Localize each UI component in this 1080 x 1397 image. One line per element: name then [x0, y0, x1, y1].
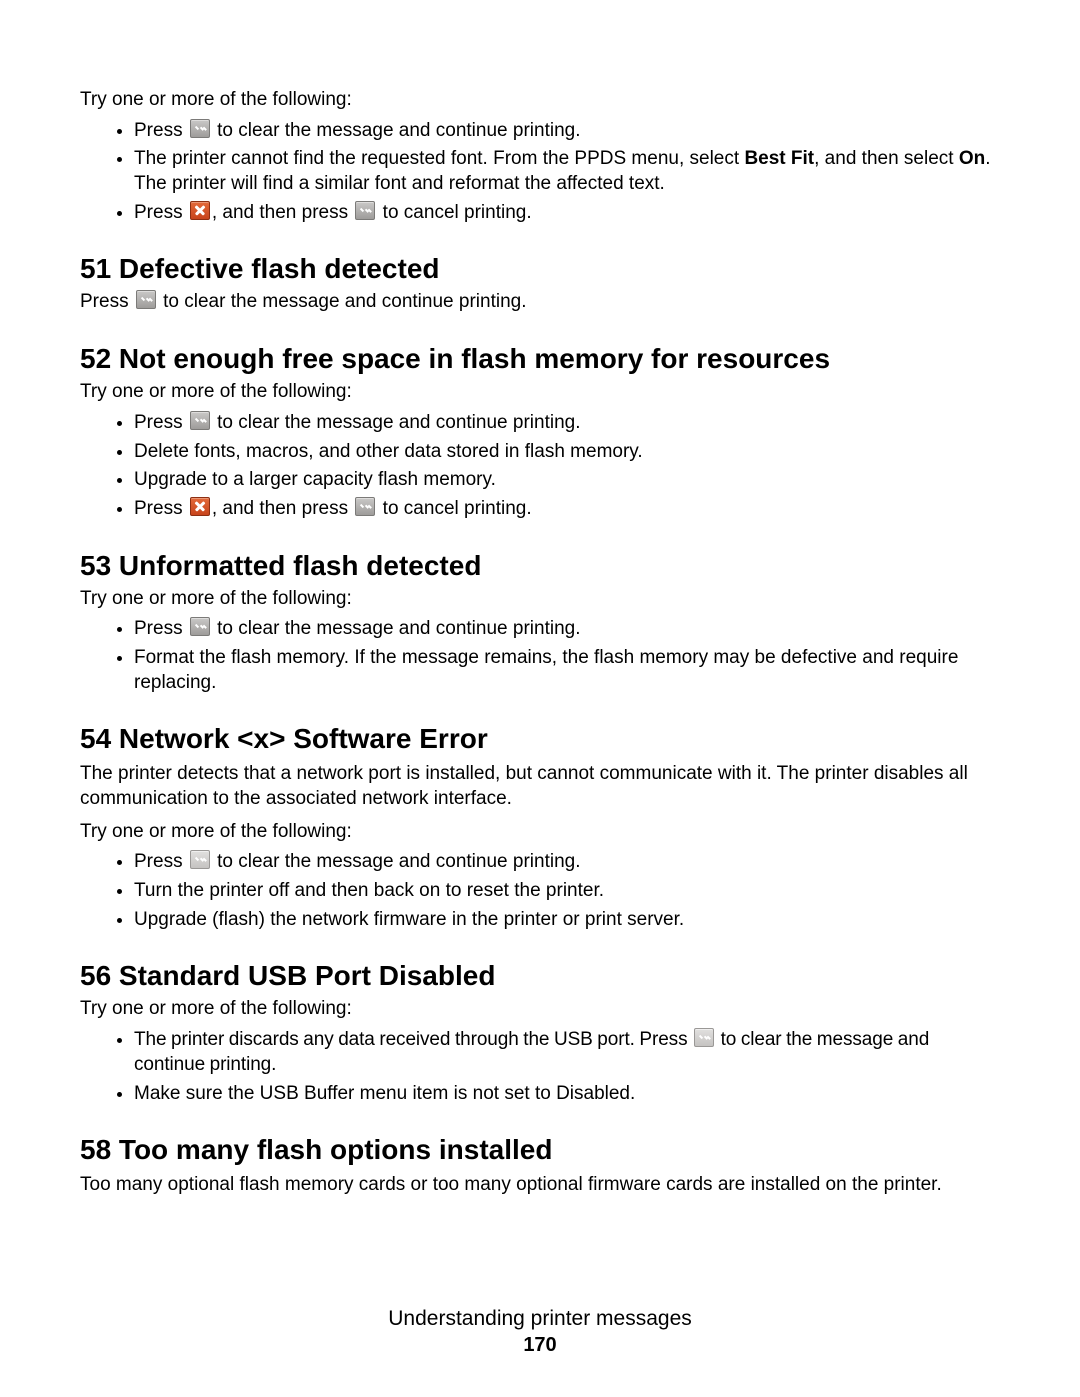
text: The printer cannot find the requested fo…: [134, 148, 744, 169]
list-item: Turn the printer off and then back on to…: [134, 879, 1000, 904]
check-icon: [694, 1028, 714, 1047]
s52-bullets: Press to clear the message and continue …: [80, 411, 1000, 522]
s53-intro: Try one or more of the following:: [80, 587, 1000, 612]
top-bullets: Press to clear the message and continue …: [80, 119, 1000, 226]
list-item: Press , and then press to cancel printin…: [134, 497, 1000, 522]
s56-bullets: The printer discards any data received t…: [80, 1028, 1000, 1106]
page: Try one or more of the following: Press …: [0, 0, 1080, 1397]
heading-58: 58 Too many flash options installed: [80, 1132, 1000, 1167]
text: The printer discards any data received t…: [134, 1029, 692, 1050]
text: Press: [134, 412, 188, 433]
list-item: Upgrade to a larger capacity flash memor…: [134, 468, 1000, 493]
check-icon: [190, 119, 210, 138]
s54-para: The printer detects that a network port …: [80, 762, 1000, 811]
text: , and then press: [212, 498, 354, 519]
text: Press: [134, 120, 188, 141]
footer-page-number: 170: [0, 1334, 1080, 1357]
s58-para: Too many optional flash memory cards or …: [80, 1173, 1000, 1198]
cancel-icon: [190, 497, 210, 516]
text: to clear the message and continue printi…: [212, 851, 581, 872]
text: Press: [134, 202, 188, 223]
s56-intro: Try one or more of the following:: [80, 997, 1000, 1022]
s54-intro: Try one or more of the following:: [80, 820, 1000, 845]
list-item: Make sure the USB Buffer menu item is no…: [134, 1082, 1000, 1107]
list-item: Press to clear the message and continue …: [134, 617, 1000, 642]
heading-56: 56 Standard USB Port Disabled: [80, 958, 1000, 993]
text: , and then press: [212, 202, 354, 223]
check-icon: [190, 411, 210, 430]
text: to cancel printing.: [377, 498, 531, 519]
cancel-icon: [190, 201, 210, 220]
text: to clear the message and continue printi…: [212, 120, 581, 141]
check-icon: [190, 850, 210, 869]
list-item: Press to clear the message and continue …: [134, 411, 1000, 436]
text: Press: [80, 291, 134, 312]
heading-51: 51 Defective flash detected: [80, 251, 1000, 286]
check-icon: [136, 290, 156, 309]
list-item: The printer discards any data received t…: [134, 1028, 1000, 1077]
page-footer: Understanding printer messages 170: [0, 1305, 1080, 1357]
intro-top: Try one or more of the following:: [80, 88, 1000, 113]
heading-54: 54 Network <x> Software Error: [80, 721, 1000, 756]
s54-bullets: Press to clear the message and continue …: [80, 850, 1000, 932]
list-item: Press , and then press to cancel printin…: [134, 201, 1000, 226]
list-item: Delete fonts, macros, and other data sto…: [134, 440, 1000, 465]
check-icon: [355, 201, 375, 220]
list-item: Press to clear the message and continue …: [134, 119, 1000, 144]
text: Press: [134, 618, 188, 639]
list-item: The printer cannot find the requested fo…: [134, 147, 1000, 196]
list-item: Press to clear the message and continue …: [134, 850, 1000, 875]
check-icon: [355, 497, 375, 516]
text: to clear the message and continue printi…: [212, 618, 581, 639]
text: Press: [134, 498, 188, 519]
text: to cancel printing.: [377, 202, 531, 223]
check-icon: [190, 617, 210, 636]
text: to clear the message and continue printi…: [158, 291, 527, 312]
list-item: Upgrade (flash) the network firmware in …: [134, 908, 1000, 933]
s51-line: Press to clear the message and continue …: [80, 290, 1000, 315]
bold-text: On: [959, 148, 985, 169]
text: Press: [134, 851, 188, 872]
footer-title: Understanding printer messages: [0, 1305, 1080, 1332]
heading-52: 52 Not enough free space in flash memory…: [80, 341, 1000, 376]
heading-53: 53 Unformatted flash detected: [80, 548, 1000, 583]
s52-intro: Try one or more of the following:: [80, 380, 1000, 405]
s53-bullets: Press to clear the message and continue …: [80, 617, 1000, 695]
list-item: Format the flash memory. If the message …: [134, 646, 1000, 695]
text: , and then select: [814, 148, 959, 169]
text: to clear the message and continue printi…: [212, 412, 581, 433]
bold-text: Best Fit: [744, 148, 814, 169]
